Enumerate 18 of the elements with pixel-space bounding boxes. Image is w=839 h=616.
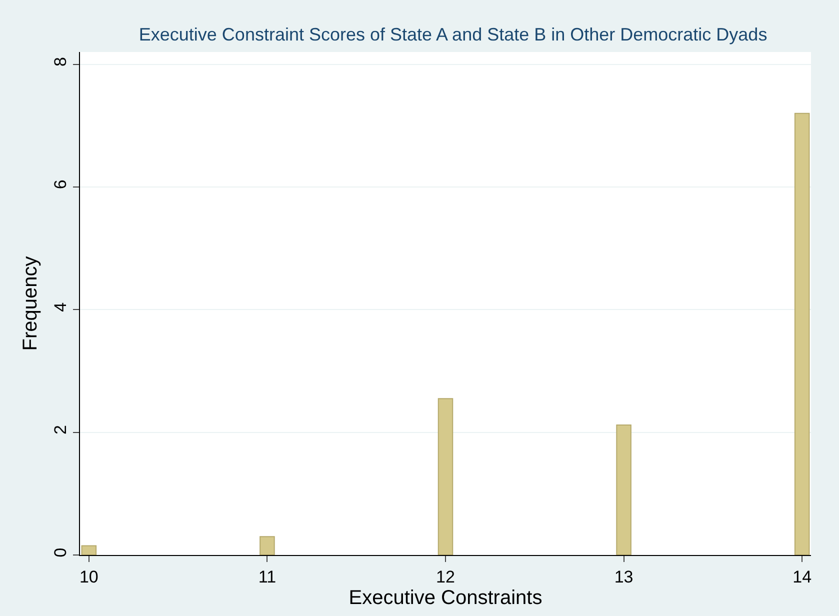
y-tick-label: 2 [51, 425, 70, 435]
x-tick-label: 11 [258, 567, 276, 586]
x-tick-label: 14 [792, 567, 812, 586]
y-tick-label: 0 [51, 548, 70, 558]
chart-title: Executive Constraint Scores of State A and State B in Other Democratic Dyads [138, 24, 768, 44]
x-tick-label: 10 [79, 567, 98, 586]
x-axis-title: Executive Constraints [348, 586, 542, 609]
y-tick-label: 8 [51, 56, 70, 66]
y-tick-label: 6 [51, 180, 70, 190]
bar [81, 545, 97, 555]
bar [438, 398, 454, 555]
bar [260, 536, 275, 555]
y-tick-label: 4 [51, 302, 70, 312]
y-axis-title: Frequency [20, 256, 42, 351]
x-tick-label: 12 [436, 567, 455, 586]
x-tick-label: 13 [614, 567, 634, 586]
bar [794, 112, 810, 555]
bar [616, 424, 632, 555]
